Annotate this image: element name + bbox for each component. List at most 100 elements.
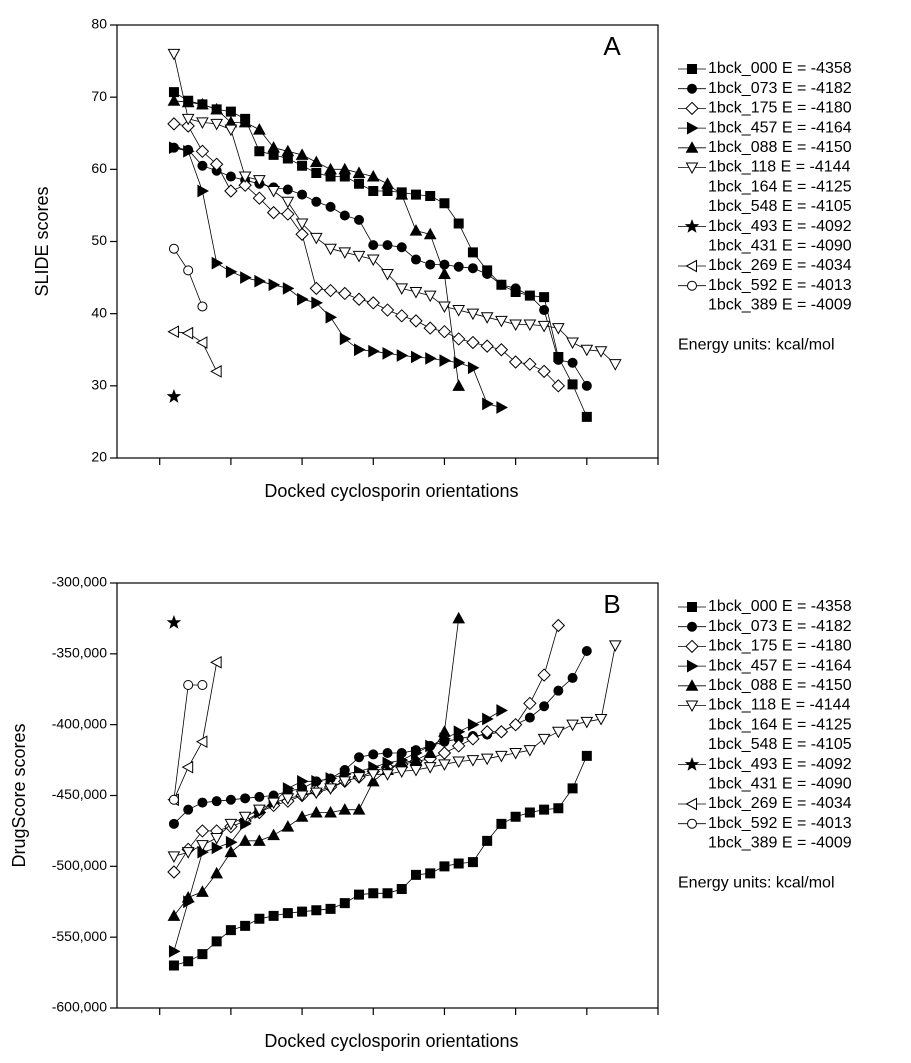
marker [366,254,380,267]
marker [523,745,537,757]
marker [266,205,281,220]
marker [566,337,579,350]
marker [452,756,466,769]
legend-label: 1bck_164 E = -4125 [708,716,852,733]
marker [225,106,236,117]
legend-label: 1bck_000 E = -4358 [708,60,852,77]
marker [240,271,252,284]
marker [537,668,551,682]
marker [309,805,323,818]
marker [282,282,295,295]
marker [496,279,507,290]
marker [581,411,592,422]
marker [553,803,564,814]
marker [566,719,579,732]
marker [451,332,466,346]
marker [537,364,551,379]
marker [466,308,480,321]
y-tick-label: 50 [91,232,107,248]
marker [366,296,380,310]
marker [168,141,181,155]
marker [366,774,380,787]
marker [181,95,195,108]
legend-label: 1bck_431 E = -4090 [708,776,852,793]
y-tick-label: 20 [91,449,107,465]
marker [297,160,308,171]
marker [168,794,179,805]
marker [508,717,523,732]
marker [197,680,208,690]
marker [686,83,698,94]
marker [537,320,551,333]
marker [183,804,194,815]
legend-label: 1bck_000 E = -4358 [708,598,852,615]
marker [437,325,452,339]
y-tick-label: -450,000 [52,786,107,802]
legend-label: 1bck_548 E = -4105 [708,198,852,215]
marker [451,739,466,753]
marker [168,818,179,829]
marker [167,48,181,61]
marker [368,240,379,251]
marker [225,925,236,936]
marker [224,845,238,858]
marker [195,144,210,158]
marker [409,765,423,777]
y-tick-label: -500,000 [52,857,107,873]
marker [523,357,537,371]
y-tick-label: 40 [91,304,107,320]
marker [354,178,365,189]
marker [423,321,437,335]
legend-note: Energy units: kcal/mol [678,874,835,891]
marker [508,355,523,369]
marker [324,162,337,175]
marker [281,793,295,805]
marker [423,227,437,240]
marker [366,170,380,182]
marker [181,847,195,859]
marker [467,361,480,375]
marker [324,243,337,256]
marker [167,325,179,339]
marker [580,716,594,729]
marker [211,256,224,270]
marker [423,290,437,303]
marker [439,354,451,367]
marker [268,278,281,292]
marker [368,749,379,760]
marker [438,759,451,771]
marker [211,841,224,855]
marker [480,312,494,324]
marker [686,280,698,291]
marker [452,611,466,624]
marker [685,639,699,654]
marker [338,776,352,788]
marker [438,267,451,279]
marker [539,701,550,712]
y-tick-label: 30 [91,377,107,393]
marker [311,167,322,178]
marker [396,349,409,362]
marker [166,615,182,629]
marker [309,155,323,168]
marker [183,956,194,967]
marker [224,124,238,137]
marker [410,869,421,880]
marker [183,265,194,276]
legend-label: 1bck_073 E = -4182 [708,80,852,97]
marker [181,113,195,126]
marker [196,840,209,852]
marker [439,861,450,872]
series-line [173,662,218,800]
marker [553,685,564,696]
marker [580,344,594,357]
marker [382,748,393,758]
marker [253,834,266,846]
marker [323,283,338,298]
marker [254,274,266,288]
marker [295,810,309,822]
marker [425,352,437,365]
marker [381,769,394,781]
marker [354,214,365,225]
marker [167,94,181,106]
